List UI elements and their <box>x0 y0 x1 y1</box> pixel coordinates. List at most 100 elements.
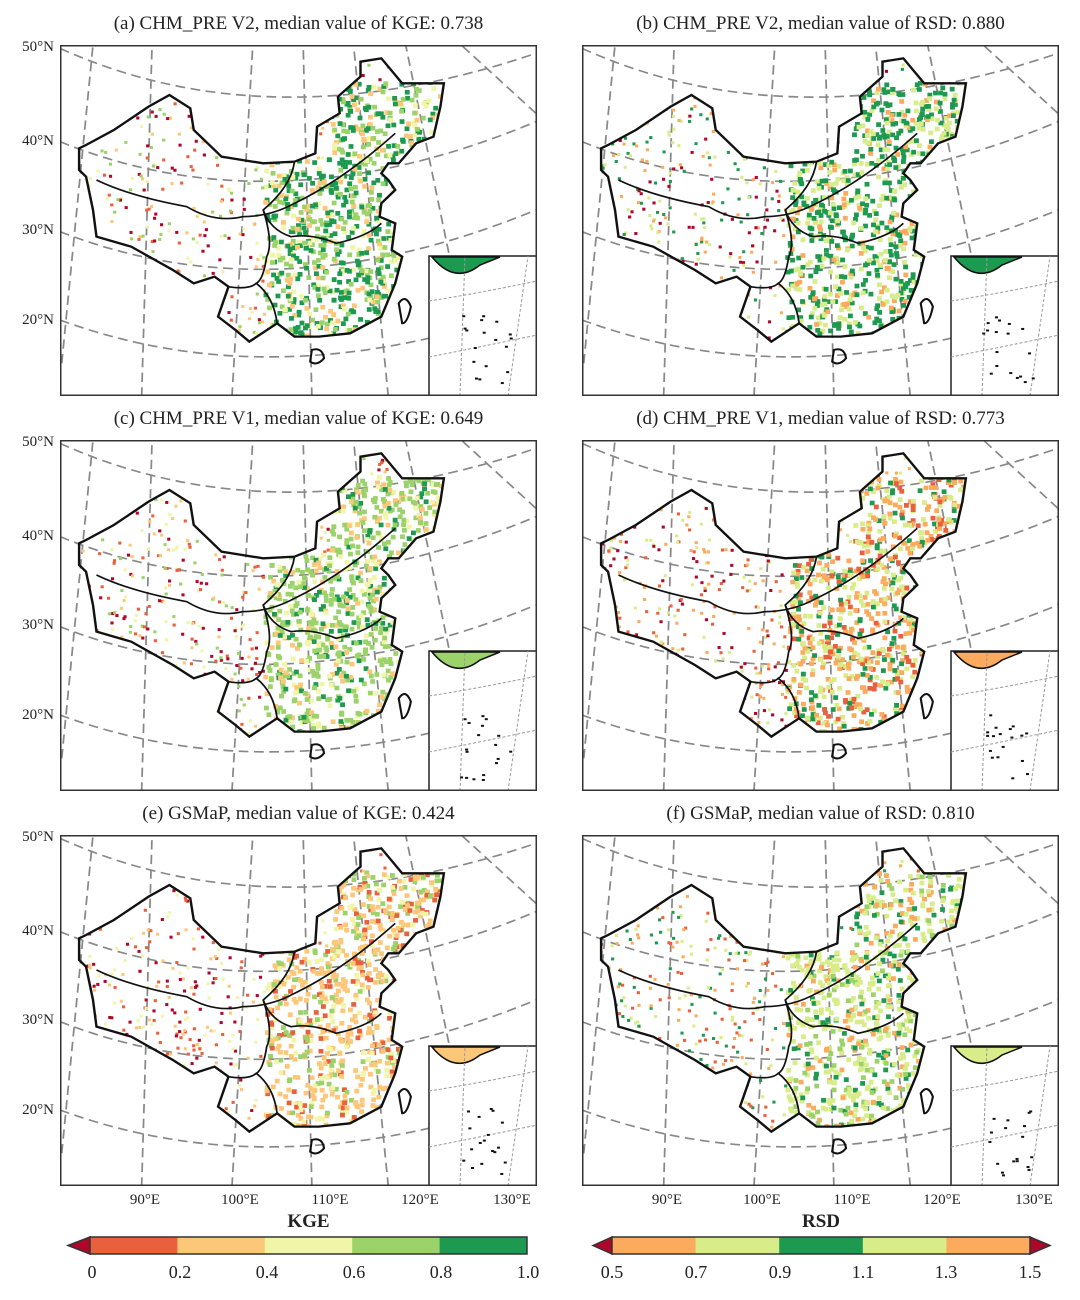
grid-cell <box>357 153 362 159</box>
grid-cell <box>145 208 149 212</box>
grid-cell <box>891 155 897 161</box>
grid-cell <box>289 204 295 210</box>
grid-cell <box>357 640 363 645</box>
grid-cell <box>810 188 816 193</box>
grid-cell <box>871 104 877 110</box>
grid-cell <box>901 63 905 67</box>
grid-cell <box>396 255 401 261</box>
grid-cell <box>404 518 410 524</box>
grid-cell <box>170 166 174 170</box>
grid-cell <box>291 612 296 617</box>
grid-cell <box>389 174 395 179</box>
grid-cell <box>356 731 362 737</box>
grid-cell <box>316 589 322 595</box>
grid-cell <box>371 135 377 141</box>
grid-cell <box>162 112 166 116</box>
grid-cell <box>956 143 961 149</box>
grid-cell <box>630 210 634 214</box>
inset-island <box>494 762 498 765</box>
grid-cell <box>313 682 319 687</box>
grid-cell <box>364 297 370 303</box>
grid-cell <box>437 192 443 198</box>
grid-cell <box>342 567 348 572</box>
grid-cell <box>840 257 845 263</box>
grid-cell <box>937 109 943 114</box>
grid-cell <box>375 530 381 536</box>
grid-cell <box>234 138 239 142</box>
grid-cell <box>242 126 247 130</box>
grid-cell <box>139 174 143 178</box>
grid-cell <box>76 321 79 324</box>
grid-cell <box>352 151 358 157</box>
grid-cell <box>418 196 424 202</box>
grid-cell <box>150 205 154 209</box>
grid-cell <box>372 637 378 643</box>
grid-cell <box>107 519 111 523</box>
grid-cell <box>868 151 873 156</box>
grid-cell <box>379 323 385 329</box>
grid-cell <box>920 151 926 157</box>
grid-cell <box>828 328 834 334</box>
grid-cell <box>214 693 218 697</box>
grid-cell <box>913 307 919 313</box>
grid-cell <box>601 143 604 147</box>
grid-cell <box>403 331 409 336</box>
grid-cell <box>762 105 766 109</box>
grid-cell <box>772 503 776 507</box>
grid-cell <box>181 632 185 636</box>
grid-cell <box>860 282 866 287</box>
grid-cell <box>953 193 959 199</box>
grid-cell <box>758 182 762 186</box>
grid-cell <box>853 126 859 132</box>
grid-cell <box>181 319 185 323</box>
grid-cell <box>390 154 396 159</box>
grid-cell <box>427 152 433 158</box>
grid-cell <box>619 63 623 67</box>
grid-cell <box>273 592 279 597</box>
grid-cell <box>191 168 195 172</box>
grid-cell <box>283 717 289 723</box>
grid-cell <box>790 283 796 289</box>
grid-cell <box>870 131 876 137</box>
grid-cell <box>871 232 876 238</box>
grid-cell <box>177 568 182 572</box>
grid-cell <box>344 541 350 547</box>
grid-cell <box>261 186 265 190</box>
grid-cell <box>333 644 339 650</box>
grid-cell <box>849 300 855 306</box>
grid-cell <box>386 221 392 227</box>
grid-cell <box>854 89 860 94</box>
grid-cell <box>212 490 216 494</box>
grid-cell <box>227 532 231 536</box>
grid-cell <box>919 172 925 177</box>
grid-cell <box>172 615 176 619</box>
grid-cell <box>318 67 322 71</box>
grid-cell <box>824 181 830 186</box>
grid-cell <box>187 284 191 288</box>
grid-cell <box>930 193 936 199</box>
grid-cell <box>725 338 729 342</box>
grid-cell <box>736 168 740 172</box>
grid-cell <box>215 156 219 160</box>
grid-cell <box>440 560 444 565</box>
grid-cell <box>397 624 403 630</box>
grid-cell <box>893 165 899 170</box>
inset-island <box>1031 377 1035 380</box>
grid-cell <box>942 252 948 258</box>
grid-cell <box>898 290 904 296</box>
grid-cell <box>297 259 303 264</box>
grid-cell <box>920 207 926 213</box>
grid-cell <box>141 556 145 560</box>
grid-cell <box>277 310 283 316</box>
grid-cell <box>441 592 444 598</box>
grid-cell <box>862 311 868 316</box>
grid-cell <box>757 81 761 85</box>
grid-cell <box>381 582 387 587</box>
grid-cell <box>946 164 952 169</box>
grid-cell <box>277 608 283 614</box>
grid-cell <box>378 258 384 263</box>
grid-cell <box>412 285 418 290</box>
grid-cell <box>392 517 398 523</box>
grid-cell <box>317 250 323 256</box>
grid-cell <box>382 487 388 492</box>
